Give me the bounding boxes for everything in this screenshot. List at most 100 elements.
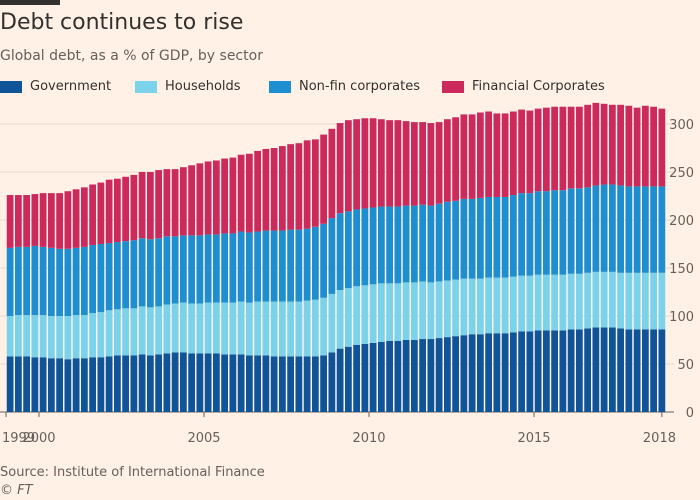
bar-segment-financial-corporates: [122, 176, 129, 242]
bar-segment-financial-corporates: [377, 119, 385, 207]
bar-segment-non-fin-corporates: [328, 218, 336, 294]
bar-segment-government: [311, 356, 319, 412]
bar-segment-non-fin-corporates: [179, 235, 187, 303]
bar-segment-households: [212, 302, 220, 354]
bar-segment-financial-corporates: [328, 128, 336, 219]
bar-segment-government: [526, 331, 534, 412]
bar-segment-non-fin-corporates: [245, 232, 253, 303]
bar-segment-non-fin-corporates: [625, 186, 633, 273]
bar-segment-households: [377, 283, 385, 342]
bar-segment-financial-corporates: [130, 174, 138, 241]
bar-segment-financial-corporates: [320, 134, 327, 224]
bar-segment-households: [386, 283, 393, 341]
bar-segment-financial-corporates: [204, 161, 212, 235]
bar-segment-non-fin-corporates: [468, 198, 476, 279]
bar-segment-households: [592, 271, 600, 328]
bar-segment-financial-corporates: [410, 122, 418, 206]
bar-segment-financial-corporates: [485, 111, 492, 197]
bar-segment-households: [542, 274, 550, 331]
bar-segment-financial-corporates: [221, 158, 228, 234]
bar-segment-financial-corporates: [295, 143, 303, 230]
y-tick-label: 50: [677, 358, 694, 373]
bar-segment-financial-corporates: [443, 119, 451, 202]
bar-segment-non-fin-corporates: [56, 248, 63, 316]
bar-segment-government: [171, 352, 179, 412]
bar-segment-non-fin-corporates: [377, 206, 385, 284]
bar-segment-households: [64, 316, 72, 360]
bar-segment-households: [47, 316, 55, 359]
bar-segment-government: [278, 356, 286, 412]
bar-segment-non-fin-corporates: [658, 186, 666, 273]
bar-segment-government: [509, 332, 517, 412]
bar-segment-non-fin-corporates: [386, 206, 393, 284]
bar-segment-government: [402, 340, 410, 412]
bar-segment-households: [245, 302, 253, 356]
bar-segment-government: [344, 346, 352, 412]
bar-segment-households: [452, 279, 459, 337]
bar-segment-financial-corporates: [452, 117, 459, 201]
bar-segment-government: [270, 356, 278, 412]
bar-segment-government: [542, 330, 550, 412]
bar-segment-non-fin-corporates: [427, 205, 435, 283]
bar-segment-government: [23, 356, 30, 412]
bar-segment-non-fin-corporates: [600, 184, 608, 272]
bar-segment-government: [476, 334, 484, 412]
bar-segment-non-fin-corporates: [23, 246, 30, 316]
bar-segment-financial-corporates: [39, 193, 47, 247]
bar-segment-financial-corporates: [468, 114, 476, 199]
bar-segment-households: [485, 277, 492, 334]
bar-segment-households: [559, 274, 567, 331]
bar-segment-government: [80, 358, 88, 412]
bar-segment-non-fin-corporates: [476, 197, 484, 279]
bar-segment-households: [113, 309, 121, 356]
y-tick-label: 200: [669, 214, 694, 229]
bar-segment-financial-corporates: [89, 184, 96, 245]
bar-segment-financial-corporates: [23, 195, 30, 247]
bar-segment-government: [427, 339, 435, 412]
bar-segment-financial-corporates: [270, 148, 278, 231]
y-tick-label: 150: [669, 262, 694, 277]
bar-segment-non-fin-corporates: [311, 226, 319, 300]
bar-segment-non-fin-corporates: [369, 207, 377, 285]
bar-segment-households: [221, 302, 228, 355]
bar-segment-financial-corporates: [641, 105, 649, 187]
bar-segment-households: [353, 286, 360, 345]
bar-segment-households: [650, 272, 657, 330]
bar-segment-government: [608, 327, 616, 412]
bar-segment-households: [31, 315, 39, 358]
bar-segment-households: [155, 306, 162, 355]
bar-segment-non-fin-corporates: [617, 185, 624, 273]
bar-segment-non-fin-corporates: [295, 229, 303, 302]
bar-segment-government: [97, 357, 105, 412]
bar-segment-government: [336, 348, 344, 412]
bar-segment-non-fin-corporates: [105, 243, 113, 311]
bar-segment-government: [633, 329, 641, 412]
bar-segment-financial-corporates: [311, 139, 319, 227]
bar-segment-households: [171, 303, 179, 353]
bar-segment-households: [419, 281, 426, 340]
bar-segment-financial-corporates: [633, 107, 641, 187]
bar-segment-financial-corporates: [419, 122, 426, 205]
bar-segment-government: [303, 356, 311, 412]
bar-segment-government: [113, 355, 121, 412]
bar-segment-government: [435, 338, 443, 412]
bar-segment-non-fin-corporates: [72, 247, 80, 316]
bar-segment-financial-corporates: [584, 104, 591, 188]
bar-segment-government: [551, 330, 558, 412]
bar-segment-households: [130, 308, 138, 356]
bar-segment-non-fin-corporates: [122, 241, 129, 309]
bar-segment-financial-corporates: [138, 172, 146, 239]
bar-segment-non-fin-corporates: [592, 185, 600, 272]
bar-segment-government: [328, 352, 336, 412]
bar-segment-non-fin-corporates: [641, 186, 649, 273]
legend-item-financial-corporates: Financial Corporates: [442, 79, 605, 94]
bar-segment-government: [468, 334, 476, 412]
bar-segment-financial-corporates: [518, 109, 525, 194]
bar-segment-non-fin-corporates: [534, 191, 542, 275]
bar-segment-government: [452, 336, 459, 412]
bar-segment-non-fin-corporates: [575, 188, 583, 274]
bar-segment-households: [237, 301, 245, 355]
bar-segment-government: [89, 357, 96, 412]
bar-segment-financial-corporates: [14, 195, 22, 247]
bar-segment-non-fin-corporates: [402, 205, 410, 283]
